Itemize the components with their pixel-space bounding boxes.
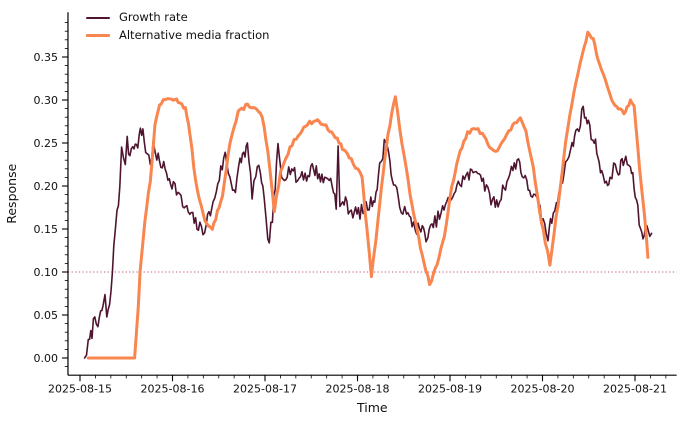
y-tick-label: 0.25 [33,137,58,150]
legend-item-growth-rate: Growth rate [86,10,269,24]
legend-label-growth-rate: Growth rate [119,10,188,24]
x-tick-label: 2025-08-15 [48,383,112,396]
y-tick-label: 0.35 [33,51,58,64]
legend-item-alternative-media-fraction: Alternative media fraction [86,27,270,42]
x-tick-label: 2025-08-21 [603,383,667,396]
x-tick-label: 2025-08-18 [326,383,390,396]
y-tick-label: 0.20 [33,180,58,193]
x-axis-label: Time [356,400,388,415]
legend-line-alternative-media-fraction [86,33,110,37]
series-line-alternative-media-fraction [86,30,650,360]
legend-label-alternative-media-fraction: Alternative media fraction [119,27,270,42]
x-tick-label: 2025-08-16 [141,383,205,396]
x-tick-label: 2025-08-20 [511,383,575,396]
x-tick-label: 2025-08-19 [418,383,482,396]
y-tick-label: 0.15 [33,223,58,236]
x-tick-label: 2025-08-17 [233,383,297,396]
y-tick-label: 0.10 [33,266,58,279]
legend: Growth rate Alternative media fraction [86,10,270,42]
legend-line-growth-rate [86,16,110,19]
y-axis-label: Response [4,163,19,223]
y-tick-label: 0.00 [33,352,58,365]
y-tick-label: 0.05 [33,309,58,322]
y-tick-label: 0.30 [33,94,58,107]
